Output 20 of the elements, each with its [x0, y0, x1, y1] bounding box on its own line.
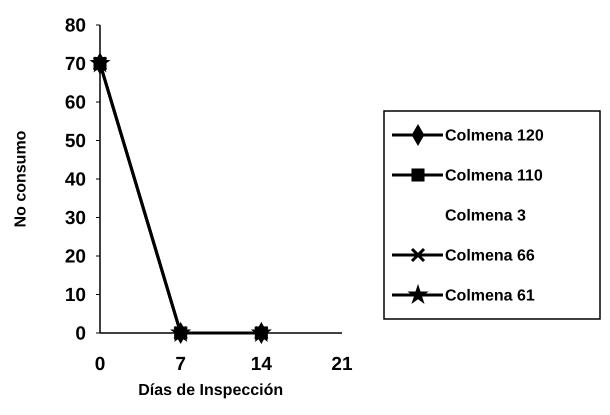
- x-tick-label: 0: [94, 354, 106, 375]
- legend-label: Colmena 61: [445, 288, 535, 305]
- y-tick-label: 50: [64, 131, 86, 152]
- x-tick-label: 7: [175, 354, 186, 375]
- y-tick-label: 0: [75, 324, 86, 345]
- legend-label: Colmena 66: [445, 248, 535, 265]
- y-tick-label: 60: [64, 92, 86, 114]
- y-tick-label: 40: [64, 170, 86, 191]
- y-tick-label: 70: [64, 54, 86, 76]
- y-tick-label: 80: [64, 16, 86, 37]
- y-tick-label: 10: [64, 285, 86, 306]
- legend-label: Colmena 120: [445, 128, 544, 145]
- text: Colmena 3: [445, 208, 526, 225]
- x-axis-title: Días de Inspección: [138, 382, 284, 399]
- legend-label: Colmena 110: [445, 168, 543, 185]
- y-tick-label: 30: [64, 208, 86, 230]
- x-tick-label: 14: [250, 354, 272, 375]
- y-axis-title: No consumo: [12, 130, 30, 228]
- x-tick-label: 21: [331, 354, 353, 375]
- y-tick-label: 20: [64, 246, 86, 268]
